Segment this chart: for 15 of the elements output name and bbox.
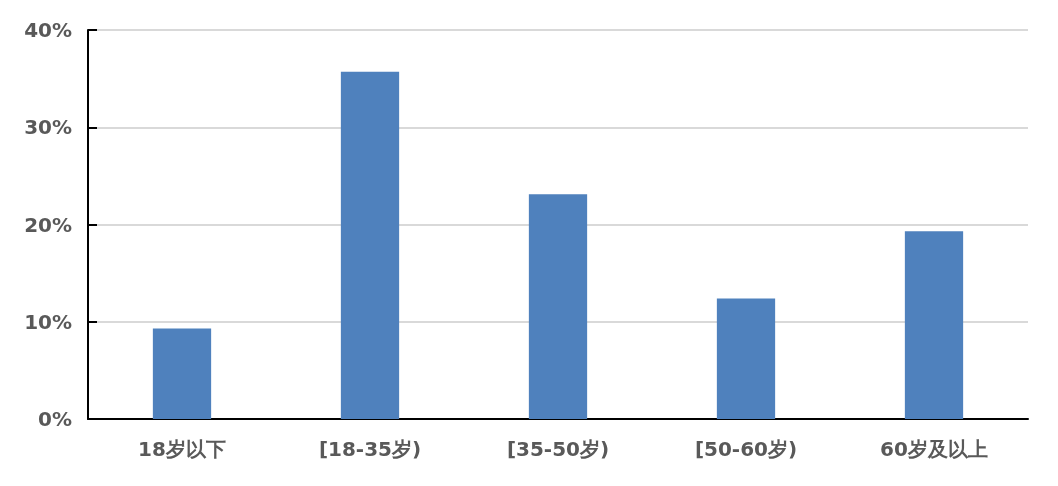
bar xyxy=(152,328,212,419)
bar xyxy=(716,298,776,419)
bar xyxy=(340,71,400,419)
x-tick-label: [18-35岁) xyxy=(318,437,422,461)
x-tick-label: [35-50岁) xyxy=(506,437,610,461)
y-tick-label: 20% xyxy=(24,212,72,237)
x-tick-label: [50-60岁) xyxy=(694,437,798,461)
y-tick-label: 30% xyxy=(24,115,72,140)
x-tick-label: 18岁以下 xyxy=(138,437,226,461)
bar xyxy=(528,194,588,419)
x-tick-label: 60岁及以上 xyxy=(880,437,988,461)
y-tick-label: 40% xyxy=(24,18,72,42)
y-tick-label: 0% xyxy=(38,407,72,431)
y-tick-label: 10% xyxy=(24,309,72,334)
bar xyxy=(904,231,964,419)
